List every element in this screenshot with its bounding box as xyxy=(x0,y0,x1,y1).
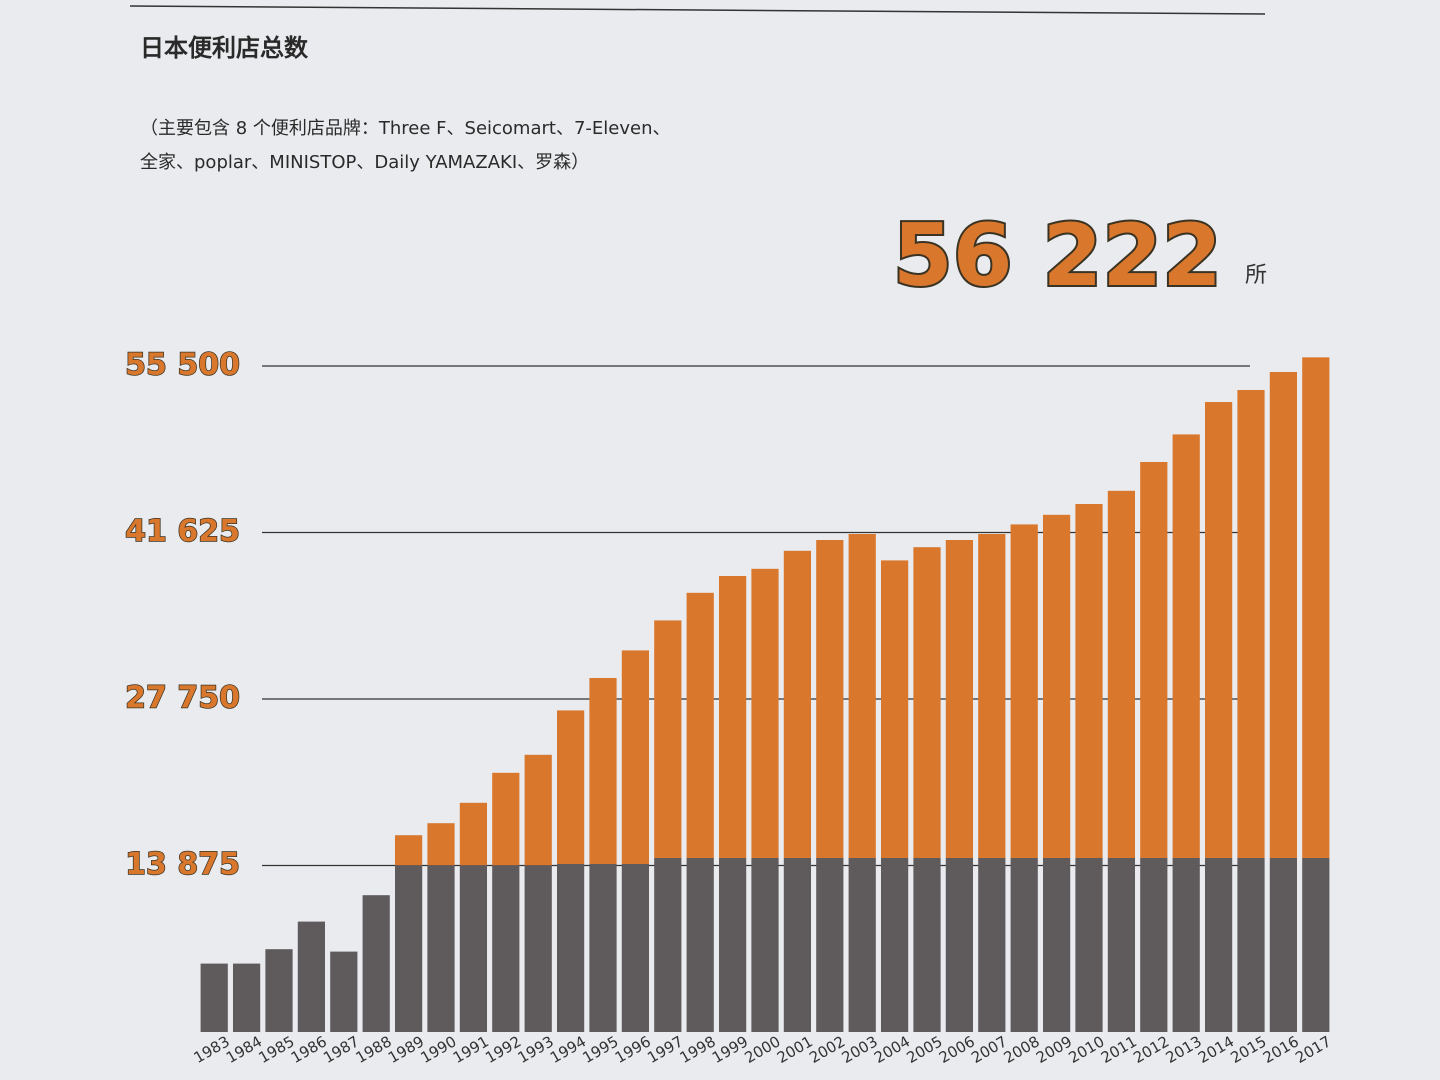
bar-segment xyxy=(654,858,682,1032)
bar-segment xyxy=(1204,402,1233,858)
bar-segment xyxy=(816,858,844,1032)
bar-segment xyxy=(1010,524,1038,858)
bar-segment xyxy=(232,963,261,1032)
bar-segment xyxy=(524,865,552,1032)
bar-segment xyxy=(913,547,941,858)
bar-segment xyxy=(718,576,747,858)
bar-segment xyxy=(945,858,974,1032)
bar-segment xyxy=(589,678,617,864)
y-tick-label: 55 500 xyxy=(125,348,240,383)
bar-segment xyxy=(880,858,909,1032)
bar-segment xyxy=(816,540,844,858)
chart-title: 日本便利店总数 xyxy=(140,34,309,62)
y-tick-label: 41 625 xyxy=(125,514,240,549)
bar-segment xyxy=(427,865,455,1032)
bar-segment xyxy=(1140,462,1168,858)
bar-segment xyxy=(330,951,358,1032)
bar-segment xyxy=(265,949,293,1032)
bar-segment xyxy=(783,858,812,1032)
bar-segment xyxy=(1172,434,1200,858)
bar-segment xyxy=(1237,390,1265,858)
subtitle: 全家、poplar、MINISTOP、Daily YAMAZAKI、罗森） xyxy=(140,152,589,173)
bar-segment xyxy=(1302,858,1330,1032)
bar-segment xyxy=(1075,858,1103,1032)
bar-segment xyxy=(783,550,812,858)
bar-segment xyxy=(1302,357,1330,858)
bar-segment xyxy=(492,865,520,1032)
bar-segment xyxy=(848,534,876,858)
bar-segment xyxy=(621,864,650,1032)
bar-segment xyxy=(427,823,455,866)
bar-segment xyxy=(1042,514,1071,858)
y-tick-label: 27 750 xyxy=(125,681,240,716)
bar-segment xyxy=(1107,490,1136,858)
bar-segment xyxy=(362,895,390,1032)
bar-segment xyxy=(621,650,650,864)
bar-segment xyxy=(654,620,682,858)
top-rule xyxy=(129,5,1266,15)
bar-segment xyxy=(200,963,228,1032)
bar-segment xyxy=(1107,858,1136,1032)
bar-segment xyxy=(589,864,617,1032)
bar-segment xyxy=(556,710,585,864)
bar-segment xyxy=(394,835,423,866)
bar-segment xyxy=(751,568,779,858)
headline-unit: 所 xyxy=(1245,263,1267,288)
bar-segment xyxy=(978,858,1006,1032)
bar-segment xyxy=(524,754,552,866)
headline-number: 56 222 xyxy=(893,206,1222,306)
bar-segment xyxy=(297,921,326,1032)
bar-segment xyxy=(686,592,714,858)
bar-segment xyxy=(880,560,909,858)
bar-segment xyxy=(978,534,1006,858)
bar-segment xyxy=(1172,858,1200,1032)
bar-segment xyxy=(1269,858,1298,1032)
bar-segment xyxy=(1237,858,1265,1032)
bar-segment xyxy=(913,858,941,1032)
subtitle: （主要包含 8 个便利店品牌：Three F、Seicomart、7-Eleve… xyxy=(140,118,671,139)
bar-segment xyxy=(1140,858,1168,1032)
bar-segment xyxy=(1010,858,1038,1032)
bar-segment xyxy=(556,864,585,1032)
bar-segment xyxy=(394,865,423,1032)
bar-segment xyxy=(848,858,876,1032)
bar-segment xyxy=(686,858,714,1032)
bar-segment xyxy=(459,802,488,866)
bar-segment xyxy=(718,858,747,1032)
bar-segment xyxy=(492,772,520,866)
bar-segment xyxy=(1269,372,1298,858)
bar-segment xyxy=(751,858,779,1032)
bar-segment xyxy=(945,540,974,858)
bar-segment xyxy=(1042,858,1071,1032)
bar-segment xyxy=(459,865,488,1032)
bar-segment xyxy=(1204,858,1233,1032)
bar-segment xyxy=(1075,504,1103,858)
y-tick-label: 13 875 xyxy=(125,847,240,882)
